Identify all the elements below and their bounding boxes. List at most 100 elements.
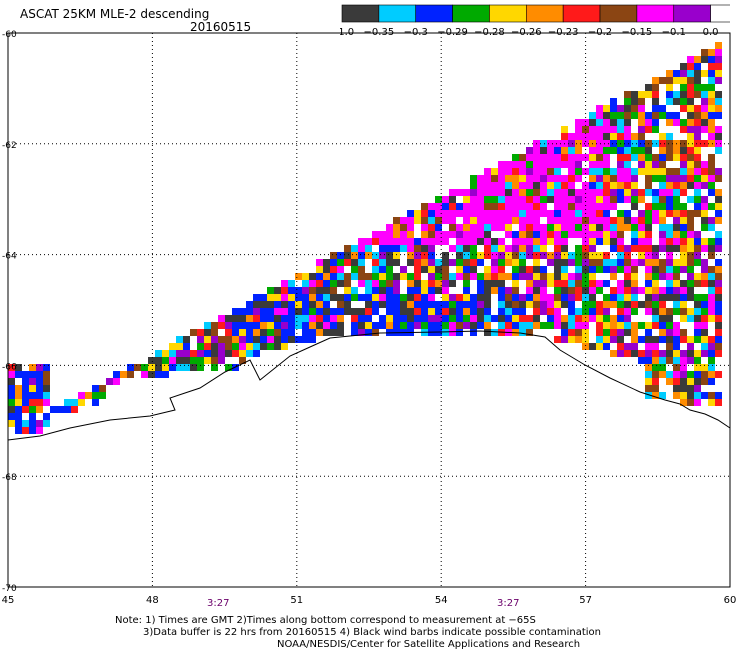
- swath-cell: [694, 112, 701, 119]
- swath-cell: [680, 224, 687, 231]
- swath-cell: [645, 133, 652, 140]
- swath-cell: [694, 175, 701, 182]
- swath-cell: [708, 77, 715, 84]
- swath-cell: [428, 259, 435, 266]
- swath-cell: [386, 273, 393, 280]
- swath-cell: [680, 392, 687, 399]
- swath-cell: [386, 238, 393, 245]
- swath-cell: [666, 168, 673, 175]
- swath-cell: [715, 273, 722, 280]
- swath-cell: [715, 336, 722, 343]
- swath-cell: [701, 133, 708, 140]
- swath-cell: [533, 301, 540, 308]
- swath-cell: [687, 119, 694, 126]
- swath-cell: [687, 371, 694, 378]
- swath-cell: [232, 357, 239, 364]
- swath-cell: [673, 175, 680, 182]
- swath-cell: [589, 168, 596, 175]
- swath-cell: [281, 322, 288, 329]
- swath-cell: [701, 350, 708, 357]
- swath-cell: [498, 245, 505, 252]
- swath-cell: [547, 315, 554, 322]
- swath-cell: [540, 308, 547, 315]
- swath-cell: [71, 399, 78, 406]
- swath-cell: [701, 161, 708, 168]
- swath-cell: [694, 63, 701, 70]
- swath-cell: [519, 231, 526, 238]
- swath-cell: [183, 364, 190, 371]
- swath-cell: [603, 294, 610, 301]
- swath-cell: [547, 154, 554, 161]
- swath-cell: [323, 266, 330, 273]
- swath-cell: [211, 329, 218, 336]
- swath-cell: [568, 203, 575, 210]
- swath-cell: [708, 308, 715, 315]
- swath-cell: [484, 287, 491, 294]
- swath-cell: [526, 259, 533, 266]
- swath-cell: [442, 329, 449, 336]
- swath-cell: [127, 364, 134, 371]
- swath-cell: [274, 294, 281, 301]
- swath-cell: [631, 91, 638, 98]
- swath-cell: [519, 203, 526, 210]
- swath-cell: [15, 399, 22, 406]
- swath-cell: [519, 308, 526, 315]
- swath-cell: [708, 364, 715, 371]
- swath-cell: [638, 203, 645, 210]
- swath-cell: [505, 301, 512, 308]
- swath-cell: [85, 392, 92, 399]
- swath-cell: [568, 175, 575, 182]
- swath-cell: [687, 315, 694, 322]
- swath-cell: [610, 273, 617, 280]
- lat-label: -64: [2, 252, 17, 262]
- swath-cell: [617, 189, 624, 196]
- swath-cell: [505, 217, 512, 224]
- swath-cell: [463, 329, 470, 336]
- swath-cell: [652, 259, 659, 266]
- swath-cell: [512, 189, 519, 196]
- swath-cell: [666, 112, 673, 119]
- swath-cell: [176, 364, 183, 371]
- swath-cell: [680, 329, 687, 336]
- swath-cell: [421, 224, 428, 231]
- swath-cell: [302, 287, 309, 294]
- swath-cell: [638, 259, 645, 266]
- swath-cell: [638, 119, 645, 126]
- swath-cell: [442, 252, 449, 259]
- swath-cell: [617, 245, 624, 252]
- swath-cell: [547, 217, 554, 224]
- swath-cell: [666, 287, 673, 294]
- swath-cell: [617, 280, 624, 287]
- swath-cell: [589, 245, 596, 252]
- swath-cell: [596, 259, 603, 266]
- swath-cell: [554, 203, 561, 210]
- swath-cell: [617, 238, 624, 245]
- swath-cell: [568, 210, 575, 217]
- swath-cell: [673, 147, 680, 154]
- swath-cell: [701, 49, 708, 56]
- swath-cell: [463, 189, 470, 196]
- swath-cell: [603, 238, 610, 245]
- swath-cell: [666, 245, 673, 252]
- swath-cell: [190, 329, 197, 336]
- swath-cell: [232, 336, 239, 343]
- swath-cell: [547, 133, 554, 140]
- swath-cell: [624, 217, 631, 224]
- swath-cell: [603, 161, 610, 168]
- lat-label: -62: [2, 141, 17, 151]
- swath-cell: [330, 252, 337, 259]
- swath-cell: [316, 273, 323, 280]
- swath-cell: [414, 280, 421, 287]
- swath-cell: [36, 420, 43, 427]
- swath-cell: [309, 266, 316, 273]
- swath-cell: [344, 301, 351, 308]
- swath-cell: [701, 70, 708, 77]
- swath-cell: [547, 238, 554, 245]
- swath-cell: [561, 231, 568, 238]
- swath-cell: [274, 301, 281, 308]
- swath-cell: [638, 224, 645, 231]
- swath-cell: [540, 315, 547, 322]
- swath-cell: [449, 322, 456, 329]
- swath-cell: [638, 266, 645, 273]
- swath-cell: [666, 364, 673, 371]
